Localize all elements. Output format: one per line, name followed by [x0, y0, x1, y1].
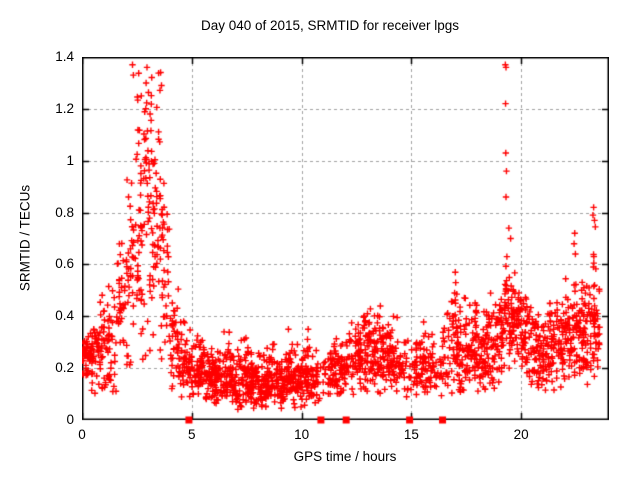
- x-tick-label: 5: [188, 427, 196, 442]
- x-tick-label: 20: [513, 427, 529, 442]
- y-tick-label: 1.4: [55, 49, 74, 64]
- x-tick-label: 0: [78, 427, 86, 442]
- x-tick-label: 15: [403, 427, 419, 442]
- plot-area: [82, 57, 609, 428]
- x-axis-title: GPS time / hours: [293, 449, 397, 464]
- x-tick-label: 10: [294, 427, 310, 442]
- y-axis-title: SRMTID / TECUs: [17, 184, 33, 292]
- y-tick-label: 0.8: [55, 204, 74, 220]
- y-tick-label: 0.2: [55, 360, 74, 376]
- y-tick-label: 0.6: [55, 256, 74, 272]
- y-tick-label: 1.2: [55, 100, 74, 116]
- y-tick-label: 1: [66, 152, 74, 168]
- chart-title: Day 040 of 2015, SRMTID for receiver lpg…: [200, 18, 460, 33]
- y-tick-label: 0: [66, 412, 74, 427]
- y-tick-label: 0.4: [55, 308, 74, 324]
